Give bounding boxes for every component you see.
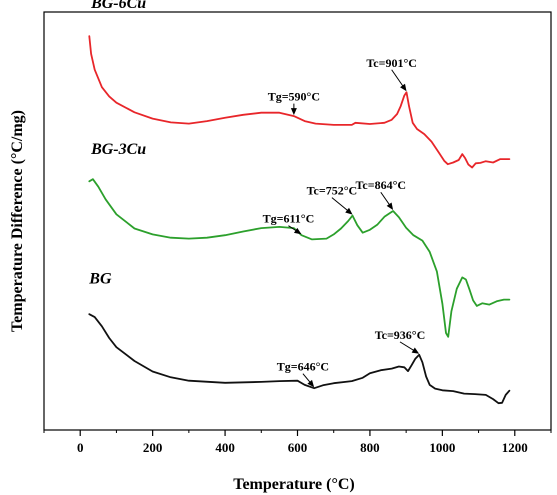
series-line-bg-6cu [88,35,511,169]
series-label-bg-3cu: BG-3Cu [90,141,146,158]
y-axis-label: Temperature Difference (°C/mg) [9,110,26,332]
annotations: Tg=590°C Tc=901°C Tg=611°C Tc=752°CTc=864°C… [263,56,426,388]
annotation-arrowhead [345,207,353,215]
annotation-label: Tc=901°C [366,56,417,70]
series-line-bg [88,313,511,405]
x-tick-label: 800 [360,440,380,455]
annotation-arrowhead [293,227,302,235]
x-tick-label: 600 [288,440,308,455]
x-tick-label: 1200 [502,440,528,455]
annotation-label: Tc=752°C [307,184,358,198]
annotation-label: Tc=936°C [375,328,426,342]
series-group: BG-6Cu BG-3Cu BG [88,0,511,405]
x-tick-label: 1000 [429,440,455,455]
annotation-label: Tg=611°C [263,212,315,226]
x-axis-label: Temperature (°C) [233,476,354,493]
annotation-arrowhead [411,347,420,354]
annotation-arrowhead [290,108,297,116]
annotation-arrowhead [400,83,407,92]
series-line-bg-3cu [88,178,511,338]
axes: 0 200 400 600 800 1000 1200 [43,11,552,455]
annotation-label: Tg=646°C [277,360,329,374]
annotation-arrowhead [386,202,394,210]
x-tick-label: 400 [215,440,235,455]
annotation-arrowhead [307,379,315,388]
series-label-bg-6cu: BG-6Cu [90,0,146,12]
x-tick-label: 0 [77,440,84,455]
annotation-label: Tg=590°C [268,90,320,104]
x-tick-label: 200 [143,440,163,455]
series-label-bg: BG [88,271,112,288]
annotation-label: Tc=864°C [356,178,407,192]
